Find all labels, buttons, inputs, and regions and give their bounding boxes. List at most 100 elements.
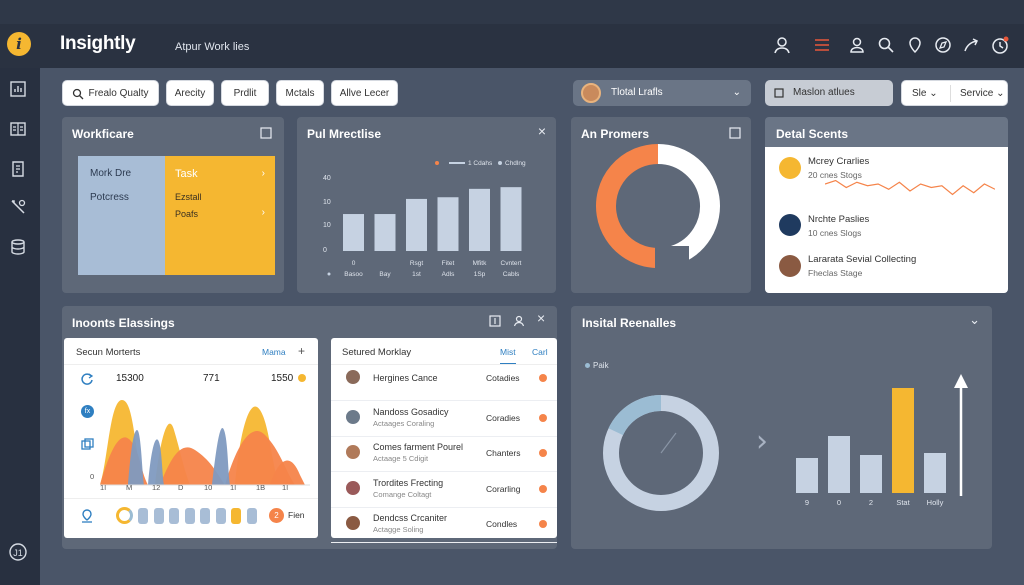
scent-item-name[interactable]: Nrchte Paslies [808, 214, 870, 225]
status-dot[interactable] [539, 484, 547, 493]
tab-carl[interactable]: Carl [532, 347, 548, 357]
status-dot[interactable] [539, 520, 547, 528]
pill[interactable] [138, 508, 148, 524]
bar[interactable] [469, 188, 490, 251]
chevron-down-icon[interactable]: ⌄ [969, 312, 980, 327]
maison-dropdown[interactable]: Maslon atlues [765, 80, 893, 106]
profile-icon[interactable] [848, 36, 866, 54]
bar[interactable] [374, 214, 396, 251]
workficare-task[interactable]: Ezstall [175, 192, 202, 202]
filter-chip[interactable]: Prdlit [221, 80, 269, 106]
app-logo-icon[interactable]: i [7, 32, 31, 56]
help-icon[interactable]: J1 [8, 542, 28, 562]
service-dropdown[interactable]: Service ⌄ [960, 81, 1005, 107]
pill[interactable] [215, 508, 226, 524]
workficare-item[interactable]: Potcress [90, 192, 129, 203]
compass-icon[interactable] [934, 36, 952, 54]
x-tick-label: 1I [230, 483, 237, 492]
documents-icon[interactable] [9, 160, 27, 178]
bar[interactable] [343, 214, 364, 251]
donut-slice[interactable] [657, 144, 720, 265]
status-dot[interactable] [539, 374, 547, 382]
refresh-icon[interactable] [80, 372, 94, 386]
row-sub: Actaage 5 Cdigit [373, 454, 429, 463]
legend-label: Paik [593, 361, 609, 370]
chevron-right-icon[interactable]: › [756, 424, 768, 459]
y-tick-label: 0 [90, 472, 95, 481]
expand-icon[interactable] [489, 315, 501, 327]
row-sub: Comange Coltagt [373, 489, 432, 499]
table-row[interactable]: Dendcss Crcaniter Actagge Soling Condles [331, 507, 557, 543]
secun-link[interactable]: Mama [262, 347, 286, 357]
secun-panel: Secun Morterts Mama + 15300 771 1550 fx … [64, 338, 318, 538]
bar[interactable] [924, 453, 946, 493]
pill[interactable] [231, 508, 241, 524]
scent-item-name[interactable]: Mcrey Crarlies [808, 156, 870, 167]
layers-icon[interactable] [81, 438, 94, 451]
dashboard-icon[interactable] [9, 80, 27, 98]
legend-label: Chdlng [505, 160, 526, 167]
bar[interactable] [406, 198, 427, 251]
sle-dropdown[interactable]: Sle ⌄ [912, 81, 938, 107]
filter-chip[interactable]: Allve Lecer [331, 80, 398, 106]
donut-slice[interactable] [596, 144, 678, 268]
filter-chip[interactable]: Mctals [276, 80, 324, 106]
area-series [160, 447, 225, 485]
pill[interactable] [169, 508, 179, 524]
bar[interactable] [437, 197, 459, 251]
tools-icon[interactable] [9, 198, 27, 216]
add-icon[interactable]: + [298, 344, 306, 358]
bar[interactable] [500, 187, 522, 251]
workficare-task[interactable]: Task [175, 168, 198, 180]
bar[interactable] [828, 436, 850, 493]
reports-icon[interactable] [9, 120, 27, 138]
badge-icon[interactable]: fx [81, 405, 94, 418]
workficare-task[interactable]: Poafs [175, 209, 199, 219]
legend-dot [585, 363, 590, 368]
status-dot[interactable] [539, 413, 547, 422]
svg-text:J1: J1 [13, 548, 23, 558]
service-dropdown-label: Service [960, 88, 994, 99]
table-row[interactable]: Nandoss Gosadicy Actaages Coraling Coradie… [331, 401, 557, 437]
bar[interactable] [860, 455, 882, 493]
filter-chip[interactable]: Arecity [166, 80, 214, 106]
location-icon[interactable] [906, 36, 924, 54]
row-status: Corarling [486, 483, 521, 494]
scent-item-name[interactable]: Lararata Sevial Collecting [808, 254, 917, 265]
table-row[interactable]: Hergines Cance Cotadies [331, 365, 557, 401]
close-icon[interactable]: × [537, 123, 546, 139]
x-tick-label: 1Sp [474, 271, 486, 278]
pill[interactable] [200, 508, 210, 524]
pill[interactable] [184, 508, 195, 524]
search-icon[interactable] [877, 36, 895, 54]
bar[interactable] [796, 458, 818, 493]
x-tick-label: Cvntert [501, 260, 522, 267]
profile-dropdown[interactable]: Tlotal Lrafls ⌄ [573, 80, 751, 106]
user-icon[interactable] [513, 315, 525, 327]
scents-card: Detal Scents Mcrey Crarlies 20 cnes Stog… [765, 117, 1008, 293]
bar[interactable] [892, 388, 914, 493]
expand-icon[interactable] [260, 127, 272, 139]
user-icon[interactable] [773, 36, 791, 54]
tab-mist[interactable]: Mist [500, 347, 516, 364]
pill[interactable] [153, 508, 164, 524]
status-dot[interactable] [539, 449, 547, 457]
database-icon[interactable] [9, 238, 27, 256]
ring-slice[interactable] [608, 395, 662, 436]
share-icon[interactable] [962, 36, 980, 54]
menu-icon[interactable] [813, 36, 831, 54]
table-row[interactable]: Trordites Frecting Comange Coltagt Corarli… [331, 472, 557, 508]
expand-icon[interactable] [729, 127, 741, 139]
clock-icon[interactable] [991, 36, 1009, 54]
pill[interactable] [246, 508, 257, 524]
pul-bar-chart: 1 Cdahs Chdlng 40 10 10 0 0 Basoo Bay Rsgt 1st Fi… [323, 160, 526, 278]
filter-chip[interactable]: Frealo Qualty [62, 80, 159, 106]
x-tick-label: Fitet [442, 260, 455, 267]
workficare-item[interactable]: Mork Dre [90, 168, 132, 179]
table-row[interactable]: Comes farment Pourel Actaage 5 Cdigit Chan… [331, 436, 557, 472]
x-tick-label: Adls [442, 271, 455, 278]
avatar [779, 157, 801, 179]
pin-icon[interactable] [80, 509, 94, 523]
notification-badge[interactable]: 2 [269, 508, 284, 523]
close-icon[interactable]: × [537, 310, 546, 326]
